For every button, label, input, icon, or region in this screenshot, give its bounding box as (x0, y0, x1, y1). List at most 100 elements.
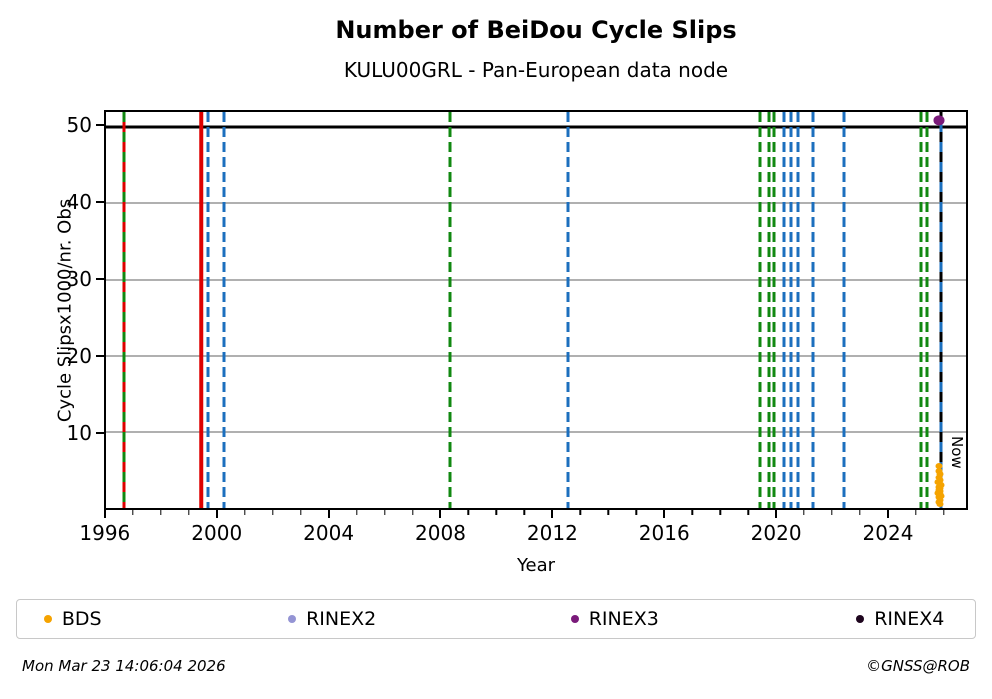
legend-box: BDS RINEX2 RINEX3 RINEX4 (16, 599, 976, 639)
legend-marker-icon-bds (43, 615, 52, 623)
legend-item-rinex2: RINEX2 (288, 600, 376, 638)
gridline-y30 (106, 278, 966, 281)
legend-label-rinex2: RINEX2 (306, 608, 377, 630)
gridline-y40 (106, 202, 966, 205)
x-tick-label-2024: 2024 (862, 521, 914, 545)
x-major-tick-2016 (663, 510, 666, 518)
x-tick-label-2000: 2000 (191, 521, 243, 545)
event-line-1999.4 (199, 112, 204, 508)
x-minor-tick-2017 (691, 510, 693, 515)
x-minor-tick-1997 (132, 510, 134, 515)
chart-title: Number of BeiDou Cycle Slips (335, 16, 737, 44)
x-minor-tick-2003 (299, 510, 302, 515)
x-minor-tick-2010 (495, 510, 498, 515)
legend-item-rinex3: RINEX3 (570, 600, 659, 638)
x-minor-tick-2013 (579, 510, 582, 515)
x-major-tick-1996 (103, 510, 106, 518)
legend-marker-icon-rinex3 (570, 615, 579, 623)
y-tick-label-50: 50 (66, 113, 92, 138)
x-tick-label-2008: 2008 (415, 521, 466, 545)
x-major-tick-2020 (775, 510, 778, 518)
data-point-bds (935, 468, 943, 475)
x-tick-label-1996: 1996 (79, 521, 131, 545)
now-line (939, 112, 943, 508)
event-line-2022.48 (842, 112, 846, 508)
x-minor-tick-2015 (635, 510, 637, 515)
gridline-y20 (106, 354, 966, 357)
x-minor-tick-2002 (271, 510, 274, 515)
data-point-bds (936, 471, 944, 478)
x-minor-tick-2006 (383, 510, 386, 515)
x-minor-tick-2025 (915, 510, 917, 515)
x-minor-tick-2005 (355, 510, 358, 515)
now-annotation: Now (948, 436, 966, 469)
copyright-credit: ©GNSS@ROB (866, 657, 970, 675)
event-line-2020.84 (796, 112, 800, 508)
chart-subtitle: KULU00GRL - Pan-European data node (343, 58, 729, 82)
x-minor-tick-1999 (188, 510, 190, 515)
x-minor-tick-2001 (243, 510, 246, 515)
data-point-bds (935, 463, 943, 470)
data-point-rinex3 (933, 115, 945, 126)
plot-timestamp: Mon Mar 23 14:06:04 2026 (22, 657, 226, 675)
event-line-2019.96 (772, 112, 776, 508)
x-minor-tick-2019 (747, 510, 749, 515)
event-line-2008.34 (448, 112, 452, 508)
x-tick-label-2012: 2012 (526, 521, 578, 545)
x-minor-tick-2026 (943, 510, 945, 515)
legend-marker-icon-rinex4 (856, 615, 865, 623)
event-line-1996.62 (122, 112, 126, 508)
y-tick-20 (96, 355, 104, 358)
x-major-tick-2024 (887, 510, 889, 518)
x-axis-ticks (103, 510, 968, 520)
x-major-tick-2000 (215, 510, 218, 518)
y-axis-ticks (96, 110, 104, 510)
event-line-2012.56 (566, 112, 570, 508)
x-major-tick-2012 (551, 510, 554, 518)
legend-label-rinex4: RINEX4 (874, 608, 945, 630)
legend-label-rinex3: RINEX3 (588, 608, 659, 630)
event-line-2025.45 (925, 112, 929, 508)
legend-marker-icon-rinex2 (288, 615, 297, 623)
plot-area (104, 110, 968, 510)
x-tick-label-2020: 2020 (750, 521, 802, 545)
x-minor-tick-2014 (607, 510, 609, 515)
y-tick-label-30: 30 (66, 267, 92, 292)
x-minor-tick-2007 (411, 510, 414, 515)
x-axis-title: Year (516, 555, 556, 576)
y-tick-label-10: 10 (66, 421, 92, 446)
x-minor-tick-2009 (467, 510, 470, 515)
x-axis-tick-labels: 1996 2000 2004 2008 2012 2016 2020 2024 (79, 521, 968, 547)
y-tick-10 (96, 432, 104, 435)
x-minor-tick-2022 (831, 510, 833, 515)
event-line-2020.31 (782, 112, 786, 508)
x-minor-tick-1998 (160, 510, 162, 515)
y-tick-30 (96, 278, 104, 281)
legend-item-bds: BDS (43, 600, 102, 638)
event-line-2019.45 (758, 112, 762, 508)
x-minor-tick-2021 (803, 510, 805, 515)
x-tick-label-2004: 2004 (303, 521, 355, 545)
data-point-bds (936, 501, 944, 508)
x-minor-tick-2018 (719, 510, 721, 515)
hline-50 (106, 125, 966, 129)
x-major-tick-2004 (327, 510, 330, 518)
y-tick-40 (96, 201, 104, 204)
y-tick-label-20: 20 (66, 344, 92, 369)
y-tick-50 (96, 124, 104, 127)
x-minor-tick-2011 (523, 510, 526, 515)
x-minor-tick-2023 (859, 510, 861, 515)
event-line-2000.2 (222, 112, 226, 508)
event-line-2021.35 (811, 112, 815, 508)
gridline-y10 (106, 430, 966, 433)
legend-label-bds: BDS (61, 608, 102, 630)
legend-item-rinex4: RINEX4 (856, 600, 944, 638)
y-tick-label-40: 40 (66, 190, 92, 215)
x-major-tick-2008 (439, 510, 442, 518)
event-line-2025.25 (919, 112, 923, 508)
event-line-2019.77 (767, 112, 771, 508)
event-line-2020.57 (789, 112, 793, 508)
x-tick-label-2016: 2016 (638, 521, 690, 545)
event-line-1999.63 (206, 112, 210, 508)
